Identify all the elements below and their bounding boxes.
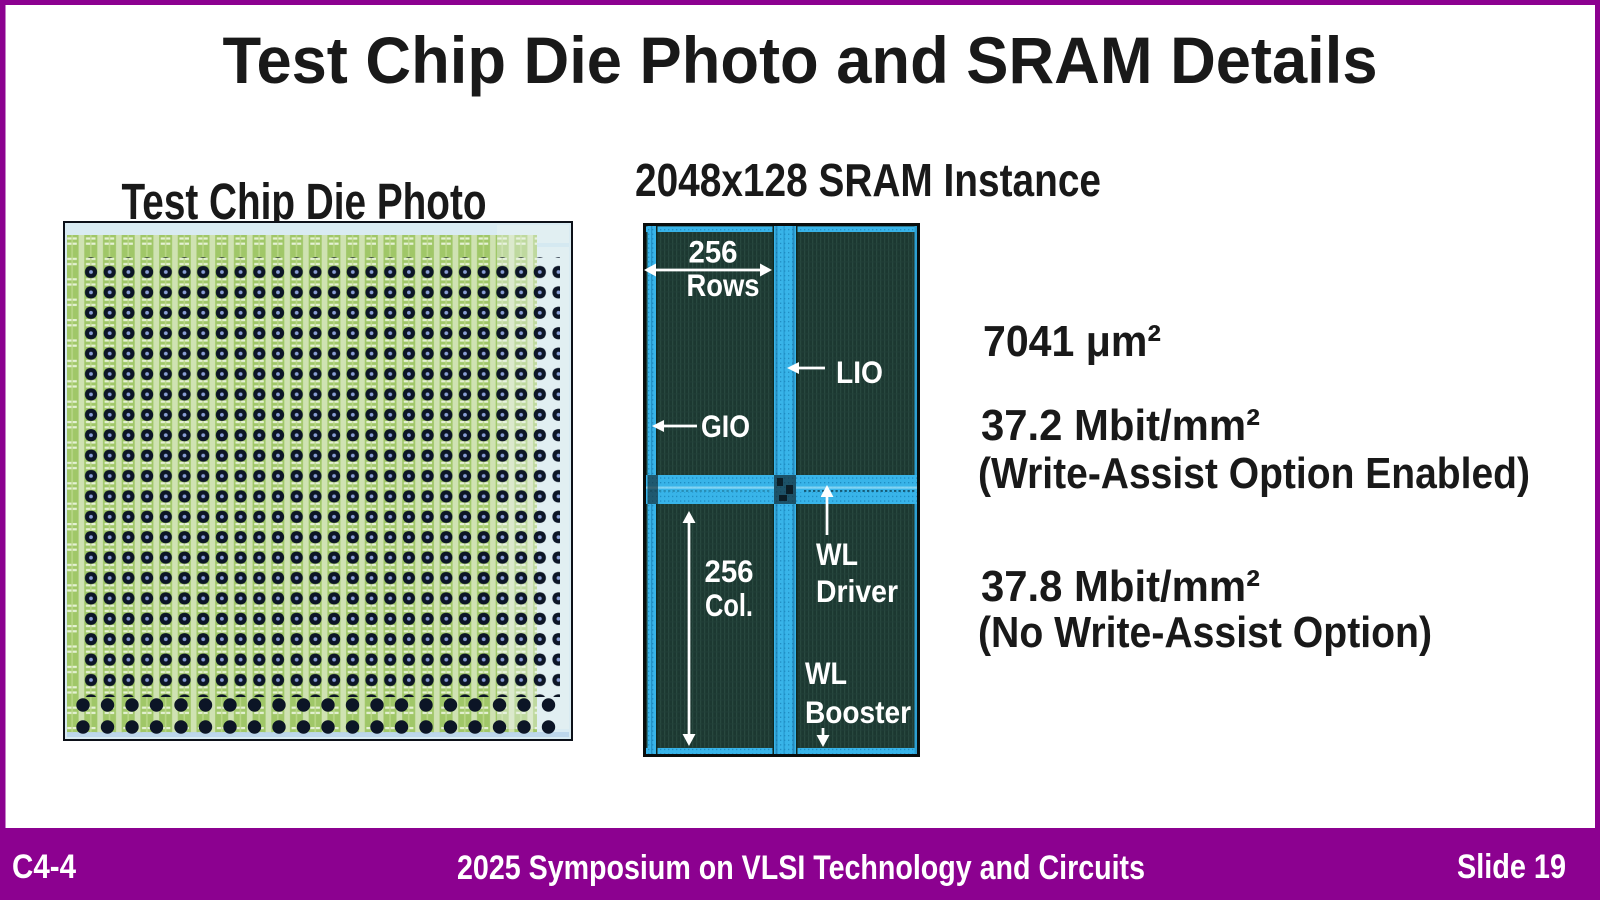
svg-text:256: 256 bbox=[689, 234, 738, 270]
svg-text:Test Chip Die Photo and SRAM D: Test Chip Die Photo and SRAM Details bbox=[223, 23, 1378, 97]
svg-text:Test Chip Die Photo: Test Chip Die Photo bbox=[122, 173, 487, 230]
svg-text:256: 256 bbox=[705, 553, 754, 589]
svg-text:37.8 Mbit/mm²: 37.8 Mbit/mm² bbox=[981, 562, 1260, 611]
svg-text:C4-4: C4-4 bbox=[12, 848, 76, 886]
svg-text:(Write-Assist Option Enabled): (Write-Assist Option Enabled) bbox=[978, 449, 1530, 498]
svg-text:Driver: Driver bbox=[816, 573, 898, 609]
svg-text:Col.: Col. bbox=[705, 587, 753, 623]
svg-text:2048x128 SRAM Instance: 2048x128 SRAM Instance bbox=[635, 154, 1101, 206]
svg-text:37.2 Mbit/mm²: 37.2 Mbit/mm² bbox=[981, 401, 1260, 450]
svg-text:WL: WL bbox=[816, 536, 858, 572]
svg-text:Rows: Rows bbox=[687, 267, 760, 303]
svg-text:Booster: Booster bbox=[805, 694, 911, 730]
svg-text:LIO: LIO bbox=[836, 354, 883, 390]
svg-text:WL: WL bbox=[805, 655, 847, 691]
svg-text:Slide 19: Slide 19 bbox=[1457, 848, 1566, 886]
svg-text:7041 μm²: 7041 μm² bbox=[983, 317, 1161, 366]
svg-text:GIO: GIO bbox=[701, 408, 750, 444]
svg-text:2025 Symposium on VLSI Technol: 2025 Symposium on VLSI Technology and Ci… bbox=[457, 849, 1145, 887]
svg-text:(No Write-Assist Option): (No Write-Assist Option) bbox=[978, 608, 1432, 657]
